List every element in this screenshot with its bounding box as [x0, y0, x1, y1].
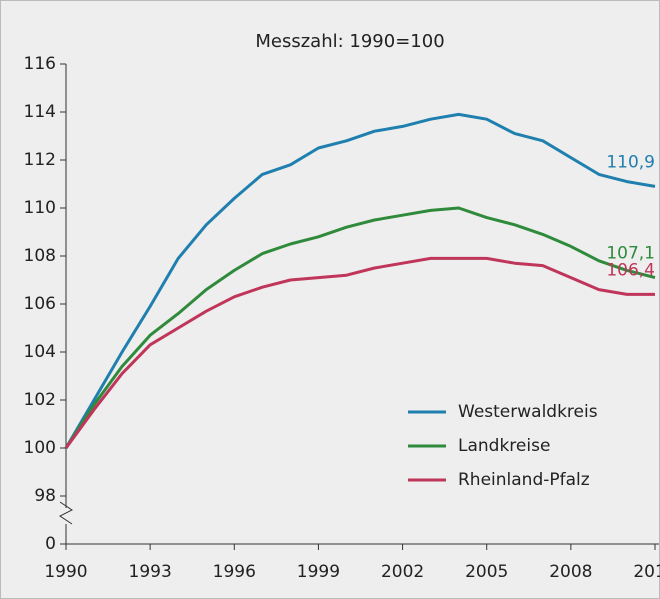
x-tick-label: 1993: [129, 562, 172, 582]
series-line: [64, 256, 655, 449]
legend-label: Rheinland-Pfalz: [458, 470, 590, 490]
y-tick-label: 110: [24, 198, 56, 218]
y-tick-label: 100: [24, 438, 56, 458]
legend-label: Westerwaldkreis: [458, 402, 598, 422]
y-tick-label: 0: [45, 534, 56, 554]
y-tick-label: 112: [24, 150, 56, 170]
y-tick-label: 102: [24, 390, 56, 410]
y-tick-label: 114: [24, 102, 56, 122]
x-tick-label: 1990: [44, 562, 87, 582]
data-label: 110,9: [606, 152, 655, 172]
data-label: 106,4: [606, 260, 655, 280]
x-tick-label: 1996: [213, 562, 256, 582]
y-tick-label: 116: [24, 54, 56, 74]
y-tick-label: 106: [24, 294, 56, 314]
y-tick-label: 98: [34, 486, 56, 506]
y-tick-label: 108: [24, 246, 56, 266]
x-tick-label: 1999: [297, 562, 340, 582]
series-line: [64, 206, 656, 449]
x-tick-label: 2008: [549, 562, 592, 582]
legend-label: Landkreise: [458, 436, 550, 456]
series-line: [64, 112, 656, 449]
x-tick-label: 2005: [465, 562, 508, 582]
axis-break: [59, 501, 73, 525]
x-tick-label: 2002: [381, 562, 424, 582]
chart-title: Messzahl: 1990=100: [255, 31, 444, 52]
data-label: 107,1: [606, 244, 655, 264]
y-tick-label: 104: [24, 342, 56, 362]
